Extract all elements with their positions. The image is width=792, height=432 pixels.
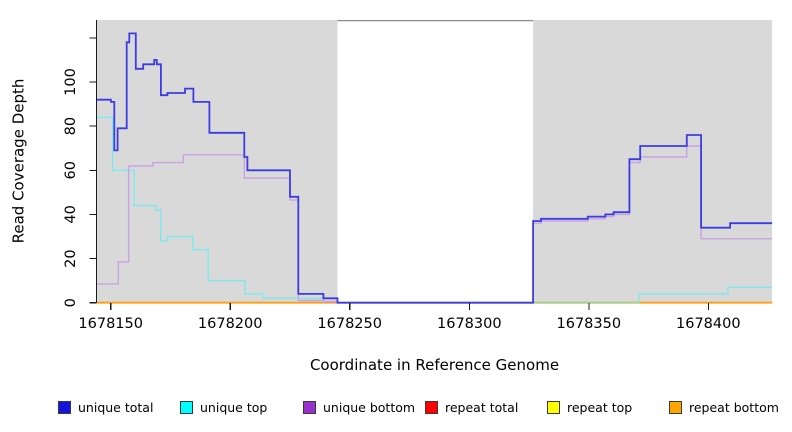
legend-label: unique total bbox=[78, 399, 154, 415]
x-tick-label: 1678200 bbox=[198, 316, 263, 332]
x-tick-label: 1678150 bbox=[78, 316, 143, 332]
legend-swatch bbox=[303, 400, 316, 414]
legend-label: unique bottom bbox=[323, 399, 416, 415]
legend-item-unique-bottom: unique bottom bbox=[303, 399, 415, 415]
legend: unique total unique top unique bottom repea… bbox=[0, 398, 792, 420]
y-tick-label: 40 bbox=[63, 205, 79, 223]
legend-item-repeat-top: repeat top bbox=[547, 399, 632, 415]
x-tick-label: 1678300 bbox=[437, 316, 502, 332]
shaded-region-right bbox=[533, 20, 773, 304]
series-unique-total bbox=[97, 32, 773, 304]
x-axis-label: Coordinate in Reference Genome bbox=[309, 356, 560, 374]
legend-item-unique-total: unique total bbox=[58, 399, 153, 415]
legend-swatch bbox=[425, 400, 438, 414]
legend-item-unique-top: unique top bbox=[180, 399, 267, 415]
y-tick-label: 80 bbox=[63, 117, 79, 135]
y-tick-label: 0 bbox=[63, 298, 79, 307]
legend-swatch bbox=[180, 400, 193, 414]
y-tick-label: 20 bbox=[63, 249, 79, 267]
x-tick-label: 1678400 bbox=[676, 316, 741, 332]
legend-item-repeat-total: repeat total bbox=[425, 399, 518, 415]
legend-swatch bbox=[58, 400, 71, 414]
legend-item-repeat-bottom: repeat bottom bbox=[669, 399, 779, 415]
legend-label: unique top bbox=[200, 399, 268, 415]
legend-label: repeat top bbox=[567, 399, 633, 415]
y-tick-label: 100 bbox=[63, 68, 79, 96]
series-unique-top bbox=[638, 286, 773, 303]
shaded-region-left bbox=[97, 20, 338, 304]
legend-label: repeat total bbox=[445, 399, 519, 415]
y-axis-label: Read Coverage Depth bbox=[9, 78, 28, 244]
y-tick-label: 60 bbox=[63, 161, 79, 179]
series-unique-top bbox=[97, 116, 325, 303]
x-tick-label: 1678350 bbox=[557, 316, 622, 332]
legend-swatch bbox=[669, 400, 682, 414]
legend-swatch bbox=[547, 400, 560, 414]
x-tick-label: 1678250 bbox=[317, 316, 382, 332]
legend-label: repeat bottom bbox=[689, 399, 779, 415]
